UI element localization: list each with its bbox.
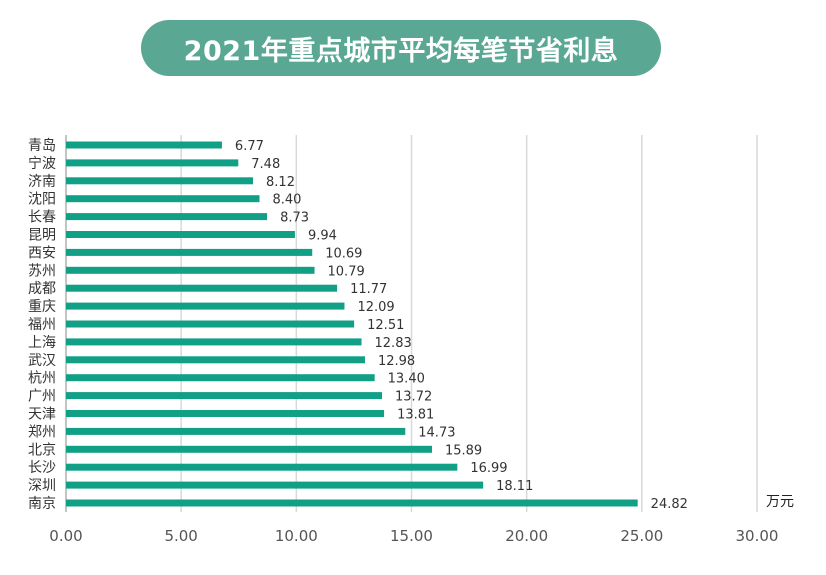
- x-tick-label: 0.00: [49, 527, 82, 545]
- value-label: 10.69: [325, 246, 362, 261]
- bar: [66, 213, 268, 221]
- category-label: 福州: [28, 317, 56, 333]
- bar: [66, 463, 458, 471]
- value-label: 13.40: [388, 372, 425, 387]
- bar: [66, 159, 239, 167]
- value-labels: 6.77 7.48 8.12 8.40 8.73 9.94 10.69 10.79 11.77 1…: [235, 139, 688, 512]
- category-label: 成都: [28, 281, 56, 297]
- value-label: 12.09: [357, 300, 394, 315]
- value-label: 7.48: [251, 157, 280, 172]
- category-label: 郑州: [28, 424, 56, 440]
- category-label: 西安: [28, 245, 56, 261]
- value-label: 12.98: [378, 354, 415, 369]
- value-label: 15.89: [445, 443, 482, 458]
- value-label: 16.99: [470, 461, 507, 476]
- value-label: 18.11: [496, 479, 533, 494]
- value-label: 8.12: [266, 175, 295, 190]
- category-label: 天津: [28, 407, 56, 423]
- bar: [66, 266, 315, 274]
- value-label: 12.51: [367, 318, 404, 333]
- unit-label: 万元: [766, 494, 794, 510]
- bars: [66, 141, 638, 507]
- bar: [66, 499, 638, 507]
- bar: [66, 320, 355, 328]
- category-label: 青岛: [28, 138, 56, 154]
- value-label: 11.77: [350, 282, 387, 297]
- value-label: 8.40: [272, 193, 301, 208]
- bar: [66, 374, 375, 382]
- x-tick-label: 25.00: [620, 527, 663, 545]
- x-tick-labels: 0.00 5.00 10.00 15.00 20.00 25.00 30.00: [49, 527, 778, 545]
- x-tick-label: 10.00: [275, 527, 318, 545]
- chart-title: 2021年重点城市平均每笔节省利息: [141, 20, 661, 76]
- category-label: 杭州: [28, 371, 56, 387]
- x-tick-label: 5.00: [164, 527, 197, 545]
- category-label: 重庆: [28, 299, 56, 315]
- category-label: 上海: [28, 335, 56, 351]
- category-label: 武汉: [28, 353, 56, 369]
- category-label: 南京: [28, 496, 56, 512]
- category-label: 长沙: [28, 460, 56, 476]
- category-label: 北京: [28, 442, 56, 458]
- bar: [66, 481, 484, 489]
- category-label: 深圳: [28, 478, 56, 494]
- value-label: 8.73: [280, 211, 309, 226]
- category-label: 苏州: [28, 263, 56, 279]
- bar: [66, 356, 365, 364]
- bar: [66, 195, 260, 203]
- category-label: 济南: [28, 174, 56, 190]
- value-label: 9.94: [308, 229, 337, 244]
- category-label: 长春: [28, 210, 56, 226]
- x-tick-label: 30.00: [736, 527, 779, 545]
- bar: [66, 338, 362, 346]
- x-tick-label: 15.00: [390, 527, 433, 545]
- value-label: 13.81: [397, 408, 434, 423]
- x-tick-label: 20.00: [505, 527, 548, 545]
- bar: [66, 445, 432, 453]
- value-label: 6.77: [235, 139, 264, 154]
- category-label: 宁波: [28, 155, 56, 172]
- value-label: 13.72: [395, 390, 432, 405]
- value-label: 10.79: [328, 264, 365, 279]
- category-label: 沈阳: [28, 192, 56, 208]
- value-label: 14.73: [418, 425, 455, 440]
- value-label: 12.83: [375, 336, 412, 351]
- bar: [66, 284, 338, 292]
- bar: [66, 231, 295, 238]
- bar: [66, 248, 313, 256]
- bar: [66, 392, 383, 400]
- category-label: 广州: [28, 389, 56, 405]
- category-labels: 青岛宁波济南沈阳长春昆明西安苏州成都重庆福州上海武汉杭州广州天津郑州北京长沙深圳…: [28, 138, 56, 512]
- value-label: 24.82: [651, 497, 688, 512]
- bar: [66, 410, 385, 417]
- bar: [66, 302, 345, 310]
- category-label: 昆明: [28, 228, 56, 244]
- bar: [66, 427, 406, 435]
- bar: [66, 177, 254, 185]
- bar: [66, 141, 222, 149]
